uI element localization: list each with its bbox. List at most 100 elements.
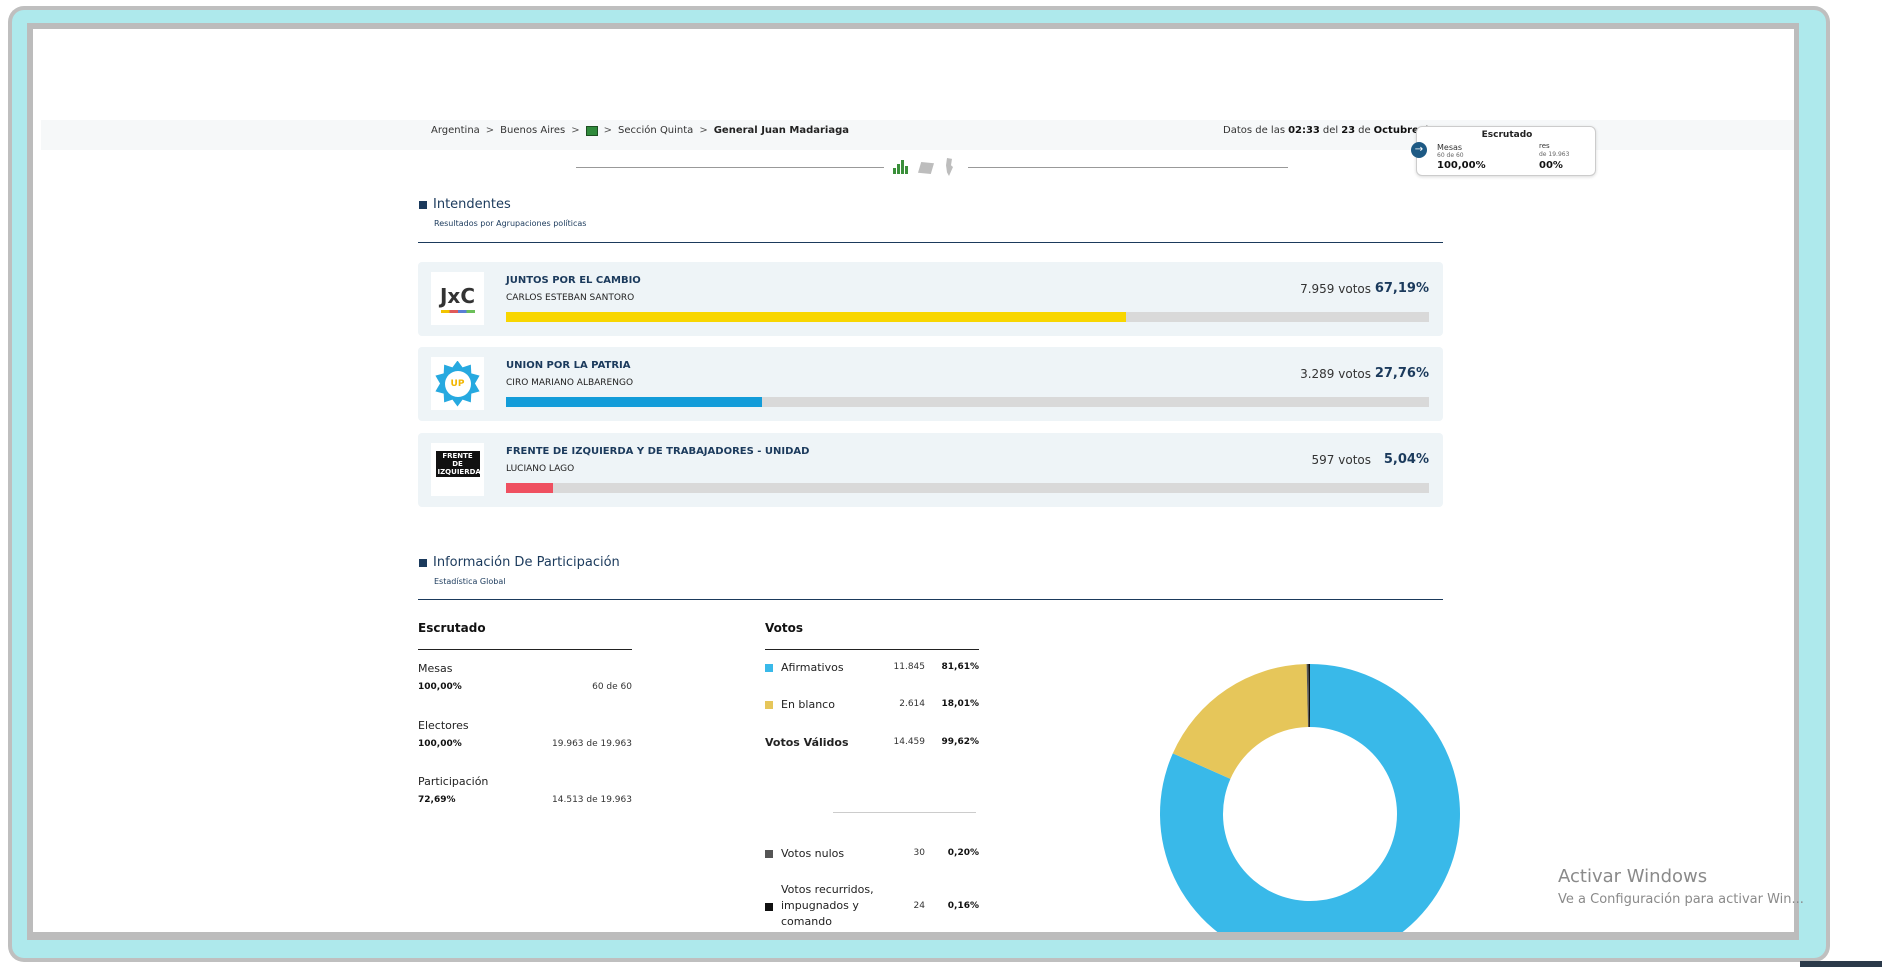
breadcrumb-buenos-aires[interactable]: Buenos Aires bbox=[500, 125, 566, 136]
donut-slice-3[interactable] bbox=[1308, 664, 1310, 728]
candidate-name: CARLOS ESTEBAN SANTORO bbox=[506, 293, 635, 303]
party-card-up[interactable]: UP UNION POR LA PATRIA CIRO MARIANO ALBA… bbox=[418, 347, 1443, 421]
party-name: FRENTE DE IZQUIERDA Y DE TRABAJADORES - … bbox=[506, 446, 810, 457]
arrow-right-icon[interactable]: → bbox=[1411, 142, 1427, 158]
party-name: UNION POR LA PATRIA bbox=[506, 360, 631, 371]
breadcrumb-separator: > bbox=[571, 125, 580, 136]
intendentes-subtitle: Resultados por Agrupaciones políticas bbox=[434, 219, 587, 228]
breadcrumb-argentina[interactable]: Argentina bbox=[431, 125, 480, 136]
breadcrumb-separator: > bbox=[485, 125, 495, 136]
timestamp-day: 23 bbox=[1341, 125, 1356, 136]
votos-count: 30 bbox=[913, 848, 925, 858]
divider-line bbox=[576, 167, 884, 168]
country-map-icon[interactable] bbox=[946, 158, 953, 176]
party-votes: 597 votos bbox=[1311, 453, 1371, 467]
votos-label: Votos nulos bbox=[781, 847, 845, 860]
party-card-fit[interactable]: FRENTE DE IZQUIERDA UNIDAD FRENTE DE IZQ… bbox=[418, 433, 1443, 507]
votos-row-nulos: Votos nulos 30 0,20% bbox=[765, 847, 979, 863]
vote-share-fill bbox=[506, 397, 763, 407]
flag-icon[interactable] bbox=[585, 125, 598, 136]
votos-count: 11.845 bbox=[893, 662, 926, 672]
windows-activation-watermark: Activar Windows bbox=[1558, 866, 1708, 887]
legend-swatch-blanco bbox=[765, 701, 773, 709]
map-region-icon[interactable] bbox=[918, 162, 934, 174]
votos-count: 24 bbox=[913, 901, 925, 911]
vote-share-bar bbox=[506, 397, 1429, 407]
breadcrumb-seccion[interactable]: Sección Quinta bbox=[618, 125, 694, 136]
votos-row-validos: Votos Válidos 14.459 99,62% bbox=[765, 736, 979, 752]
timestamp-time: 02:33 bbox=[1288, 125, 1320, 136]
stat-mesas-label: Mesas bbox=[418, 662, 453, 675]
votos-count: 2.614 bbox=[899, 699, 925, 709]
summary-mesas-pct: 100,00% bbox=[1437, 160, 1486, 171]
donut-slice-1[interactable] bbox=[1172, 664, 1309, 779]
windows-activation-watermark-sub: Ve a Configuración para activar Win... bbox=[1558, 892, 1804, 907]
legend-swatch-nulos bbox=[765, 850, 773, 858]
stat-electores-label: Electores bbox=[418, 719, 469, 732]
votos-pct: 99,62% bbox=[941, 737, 980, 747]
votos-label: En blanco bbox=[781, 698, 835, 711]
summary-mesas-detail: 60 de 60 bbox=[1437, 152, 1464, 159]
fit-logo-subtext: UNIDAD bbox=[441, 480, 474, 489]
votos-row-blanco: En blanco 2.614 18,01% bbox=[765, 698, 979, 714]
stat-participacion-detail: 14.513 de 19.963 bbox=[552, 795, 632, 805]
stat-participacion-pct: 72,69% bbox=[418, 795, 456, 805]
escrutado-summary-card[interactable]: → Escrutado Mesas 60 de 60 100,00% res d… bbox=[1411, 126, 1596, 176]
votos-label-line: Votos recurridos, bbox=[781, 883, 874, 896]
summary-card-title: Escrutado bbox=[1481, 130, 1533, 140]
summary-mesas-label: Mesas bbox=[1437, 143, 1463, 152]
taskbar-edge bbox=[1800, 961, 1882, 967]
summary-electores-detail: de 19.963 bbox=[1539, 151, 1570, 158]
participacion-subtitle: Estadística Global bbox=[434, 577, 506, 586]
votos-row-afirmativos: Afirmativos 11.845 81,61% bbox=[765, 661, 979, 677]
timestamp-month: Octubre bbox=[1373, 125, 1419, 136]
candidate-name: LUCIANO LAGO bbox=[506, 464, 575, 474]
divider-line bbox=[968, 167, 1288, 168]
votos-pct: 0,16% bbox=[947, 901, 979, 911]
vote-share-fill bbox=[506, 312, 1127, 322]
breadcrumb-current: General Juan Madariaga bbox=[713, 125, 850, 136]
votos-donut-chart bbox=[1160, 664, 1460, 932]
stat-electores-detail: 19.963 de 19.963 bbox=[552, 739, 632, 749]
votos-pct: 18,01% bbox=[941, 699, 980, 709]
votos-pct: 0,20% bbox=[947, 848, 979, 858]
up-logo: UP bbox=[431, 357, 484, 410]
summary-electores-pct: 00% bbox=[1539, 160, 1563, 171]
timestamp-prefix: Datos de las bbox=[1223, 125, 1286, 136]
intendentes-title-text: Intendentes bbox=[433, 197, 511, 212]
party-name: JUNTOS POR EL CAMBIO bbox=[506, 275, 641, 286]
party-pct: 27,76% bbox=[1374, 366, 1429, 381]
donut-slice-0[interactable] bbox=[1160, 664, 1460, 932]
breadcrumb-separator: > bbox=[603, 125, 613, 136]
votos-pct: 81,61% bbox=[941, 662, 980, 672]
votos-row-recurridos: Votos recurridos, impugnados y comando 2… bbox=[765, 883, 979, 932]
section-rule bbox=[418, 599, 1443, 600]
votos-label: Afirmativos bbox=[781, 661, 844, 674]
logo-stripes bbox=[440, 310, 475, 313]
vote-share-bar bbox=[506, 483, 1429, 493]
votos-label: Votos Válidos bbox=[765, 736, 849, 749]
party-pct: 5,04% bbox=[1383, 452, 1429, 467]
legend-swatch-recurridos bbox=[765, 903, 773, 911]
stat-participacion-label: Participación bbox=[418, 775, 489, 788]
stat-electores-pct: 100,00% bbox=[418, 739, 462, 749]
bar-chart-icon[interactable] bbox=[893, 160, 909, 174]
party-card-jxc[interactable]: JxC JUNTOS POR EL CAMBIO CARLOS ESTEBAN … bbox=[418, 262, 1443, 336]
timestamp-de: de bbox=[1358, 125, 1371, 136]
summary-electores-label: res bbox=[1539, 142, 1550, 150]
breadcrumb-separator: > bbox=[699, 125, 708, 136]
votos-rule bbox=[765, 649, 979, 650]
breadcrumb: Argentina > Buenos Aires > > Sección Qui… bbox=[431, 125, 849, 136]
votos-label-line: impugnados y bbox=[781, 899, 859, 912]
escrutado-heading: Escrutado bbox=[418, 621, 486, 635]
votos-divider bbox=[833, 812, 976, 813]
timestamp-del: del bbox=[1322, 125, 1339, 136]
fit-logo-text: FRENTE DE IZQUIERDA bbox=[435, 450, 481, 477]
up-logo-text: UP bbox=[444, 370, 471, 397]
stat-mesas-detail: 60 de 60 bbox=[592, 682, 632, 692]
donut-slice-2[interactable] bbox=[1306, 664, 1310, 728]
square-icon bbox=[419, 558, 427, 567]
fit-logo: FRENTE DE IZQUIERDA UNIDAD bbox=[431, 443, 484, 496]
votos-count: 14.459 bbox=[893, 737, 926, 747]
section-participacion-title: Información De Participación bbox=[419, 555, 620, 570]
